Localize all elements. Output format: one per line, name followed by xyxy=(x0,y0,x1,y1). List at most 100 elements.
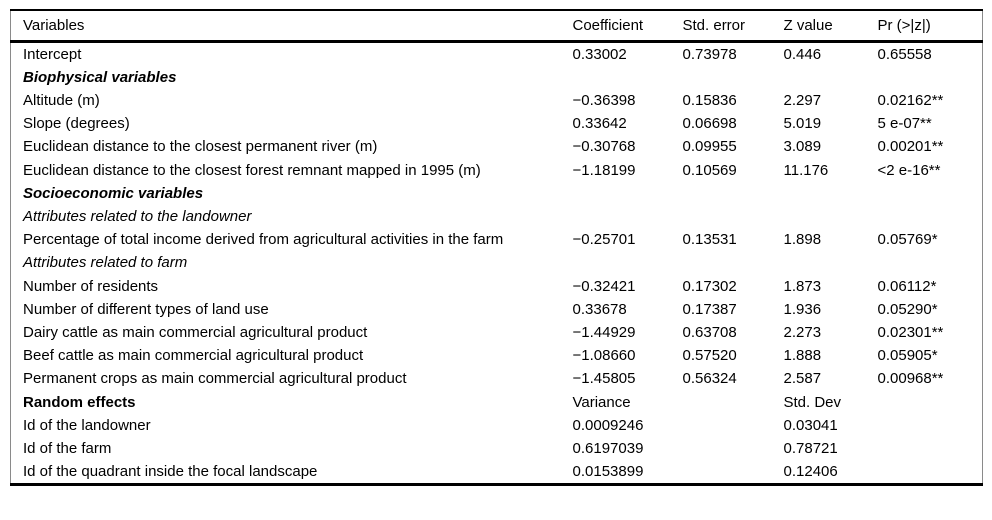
variable-label: Slope (degrees) xyxy=(23,115,130,133)
std-error-cell xyxy=(683,66,784,89)
variable-label: Number of different types of land use xyxy=(23,300,269,318)
std-error-cell: 0.09955 xyxy=(682,138,737,156)
std-error-cell: 0.13531 xyxy=(682,231,737,249)
variable-label-cell: Id of the quadrant inside the focal land… xyxy=(11,460,573,485)
z-value-cell: 1.936 xyxy=(783,300,822,318)
regression-table-container: Variables Coefficient Std. error Z value… xyxy=(10,9,983,487)
table-row: Number of different types of land use 0.3… xyxy=(11,298,983,321)
table-row: Euclidean distance to the closest perman… xyxy=(11,135,983,158)
table-row: Altitude (m) −0.36398 0.15836 2.297 0.02162*… xyxy=(11,89,983,112)
variable-label: Euclidean distance to the closest perman… xyxy=(23,138,378,156)
coefficient-cell: 0.33002 xyxy=(572,45,627,63)
z-value-cell: 1.888 xyxy=(783,347,822,365)
variable-label: Id of the farm xyxy=(23,439,112,457)
table-row: Id of the farm 0.6197039 0.78721 xyxy=(11,437,983,460)
variable-label: Permanent crops as main commercial agric… xyxy=(23,370,407,388)
variable-label-cell: Attributes related to farm xyxy=(11,251,573,274)
std-error-cell: 0.57520 xyxy=(682,347,737,365)
table-header-row: Variables Coefficient Std. error Z value… xyxy=(10,10,983,41)
z-value-cell: 2.297 xyxy=(783,91,822,109)
variable-label-cell: Socioeconomic variables xyxy=(11,182,573,205)
variable-label-cell: Number of residents xyxy=(11,275,573,298)
std-error-cell: 0.17387 xyxy=(682,300,737,318)
variable-label-cell: Euclidean distance to the closest forest… xyxy=(11,159,573,182)
std-error-cell xyxy=(683,460,784,485)
std-error-cell: 0.73978 xyxy=(682,45,737,63)
table-row: Intercept 0.33002 0.73978 0.446 0.65558 xyxy=(11,41,983,66)
table-row: Attributes related to farm xyxy=(11,251,983,274)
table-row: Slope (degrees) 0.33642 0.06698 5.019 5 e-07… xyxy=(11,112,983,135)
p-value-cell: 0.02301** xyxy=(877,323,944,341)
z-value-cell xyxy=(784,182,878,205)
coefficient-cell: 0.33642 xyxy=(572,115,627,133)
std-error-cell: 0.63708 xyxy=(682,323,737,341)
column-header-pr-z: Pr (>|z|) xyxy=(877,16,931,34)
variable-label: Intercept xyxy=(23,45,82,63)
p-value-cell: 0.06112* xyxy=(877,277,937,295)
p-value-cell xyxy=(878,414,983,437)
coefficient-cell: −1.44929 xyxy=(572,323,636,341)
coefficient-cell xyxy=(573,66,683,89)
std-error-cell xyxy=(683,437,784,460)
variable-label-cell: Id of the landowner xyxy=(11,414,573,437)
table-row: Biophysical variables xyxy=(11,66,983,89)
p-value-cell xyxy=(878,205,983,228)
std-error-cell xyxy=(683,414,784,437)
z-value-cell: 0.12406 xyxy=(783,463,838,481)
z-value-cell: 3.089 xyxy=(783,138,822,156)
p-value-cell: 0.65558 xyxy=(877,45,932,63)
std-error-cell xyxy=(683,391,784,414)
variable-label: Euclidean distance to the closest forest… xyxy=(23,161,481,179)
coefficient-cell: 0.0153899 xyxy=(572,463,644,481)
coefficient-cell: Variance xyxy=(572,393,631,411)
p-value-cell: 0.02162** xyxy=(877,91,944,109)
z-value-cell: 0.446 xyxy=(783,45,822,63)
coefficient-cell: 0.0009246 xyxy=(572,416,644,434)
z-value-cell: 11.176 xyxy=(783,161,829,179)
coefficient-cell: −0.30768 xyxy=(572,138,636,156)
z-value-cell: 1.898 xyxy=(783,231,822,249)
std-error-cell: 0.15836 xyxy=(682,91,737,109)
table-row: Number of residents −0.32421 0.17302 1.873 0… xyxy=(11,275,983,298)
coefficient-cell: −1.18199 xyxy=(572,161,636,179)
variable-label: Random effects xyxy=(23,393,136,411)
table-row: Euclidean distance to the closest forest… xyxy=(11,159,983,182)
p-value-cell xyxy=(878,251,983,274)
variable-label: Altitude (m) xyxy=(23,91,100,109)
std-error-cell: 0.06698 xyxy=(682,115,737,133)
regression-table: Variables Coefficient Std. error Z value… xyxy=(10,9,983,487)
coefficient-cell: 0.6197039 xyxy=(572,439,644,457)
coefficient-cell: −0.32421 xyxy=(572,277,636,295)
variable-label-cell: Dairy cattle as main commercial agricult… xyxy=(11,321,573,344)
variable-label: Biophysical variables xyxy=(23,68,177,86)
std-error-cell xyxy=(683,251,784,274)
std-error-cell: 0.10569 xyxy=(682,161,737,179)
table-header: Variables Coefficient Std. error Z value… xyxy=(10,10,983,41)
table-body: Intercept 0.33002 0.73978 0.446 0.65558 Bioph… xyxy=(11,41,983,485)
z-value-cell: 5.019 xyxy=(783,115,822,133)
variable-label-cell: Permanent crops as main commercial agric… xyxy=(11,367,573,390)
table-row: Socioeconomic variables xyxy=(11,182,983,205)
coefficient-cell xyxy=(573,182,683,205)
column-header-coefficient: Coefficient xyxy=(572,16,644,34)
p-value-cell xyxy=(878,437,983,460)
table-row: Permanent crops as main commercial agric… xyxy=(11,367,983,390)
column-header-std-error: Std. error xyxy=(682,16,746,34)
coefficient-cell xyxy=(573,251,683,274)
z-value-cell xyxy=(784,205,878,228)
variable-label-cell: Id of the farm xyxy=(11,437,573,460)
p-value-cell: 5 e-07** xyxy=(877,115,932,133)
variable-label-cell: Altitude (m) xyxy=(11,89,573,112)
std-error-cell xyxy=(683,205,784,228)
table-row: Dairy cattle as main commercial agricult… xyxy=(11,321,983,344)
coefficient-cell xyxy=(573,205,683,228)
column-header-z-value: Z value xyxy=(783,16,833,34)
z-value-cell xyxy=(784,66,878,89)
std-error-cell: 0.17302 xyxy=(682,277,737,295)
variable-label: Attributes related to farm xyxy=(23,254,188,272)
z-value-cell: 0.78721 xyxy=(783,439,838,457)
coefficient-cell: −0.25701 xyxy=(572,231,636,249)
z-value-cell xyxy=(784,251,878,274)
variable-label-cell: Slope (degrees) xyxy=(11,112,573,135)
variable-label: Dairy cattle as main commercial agricult… xyxy=(23,323,368,341)
